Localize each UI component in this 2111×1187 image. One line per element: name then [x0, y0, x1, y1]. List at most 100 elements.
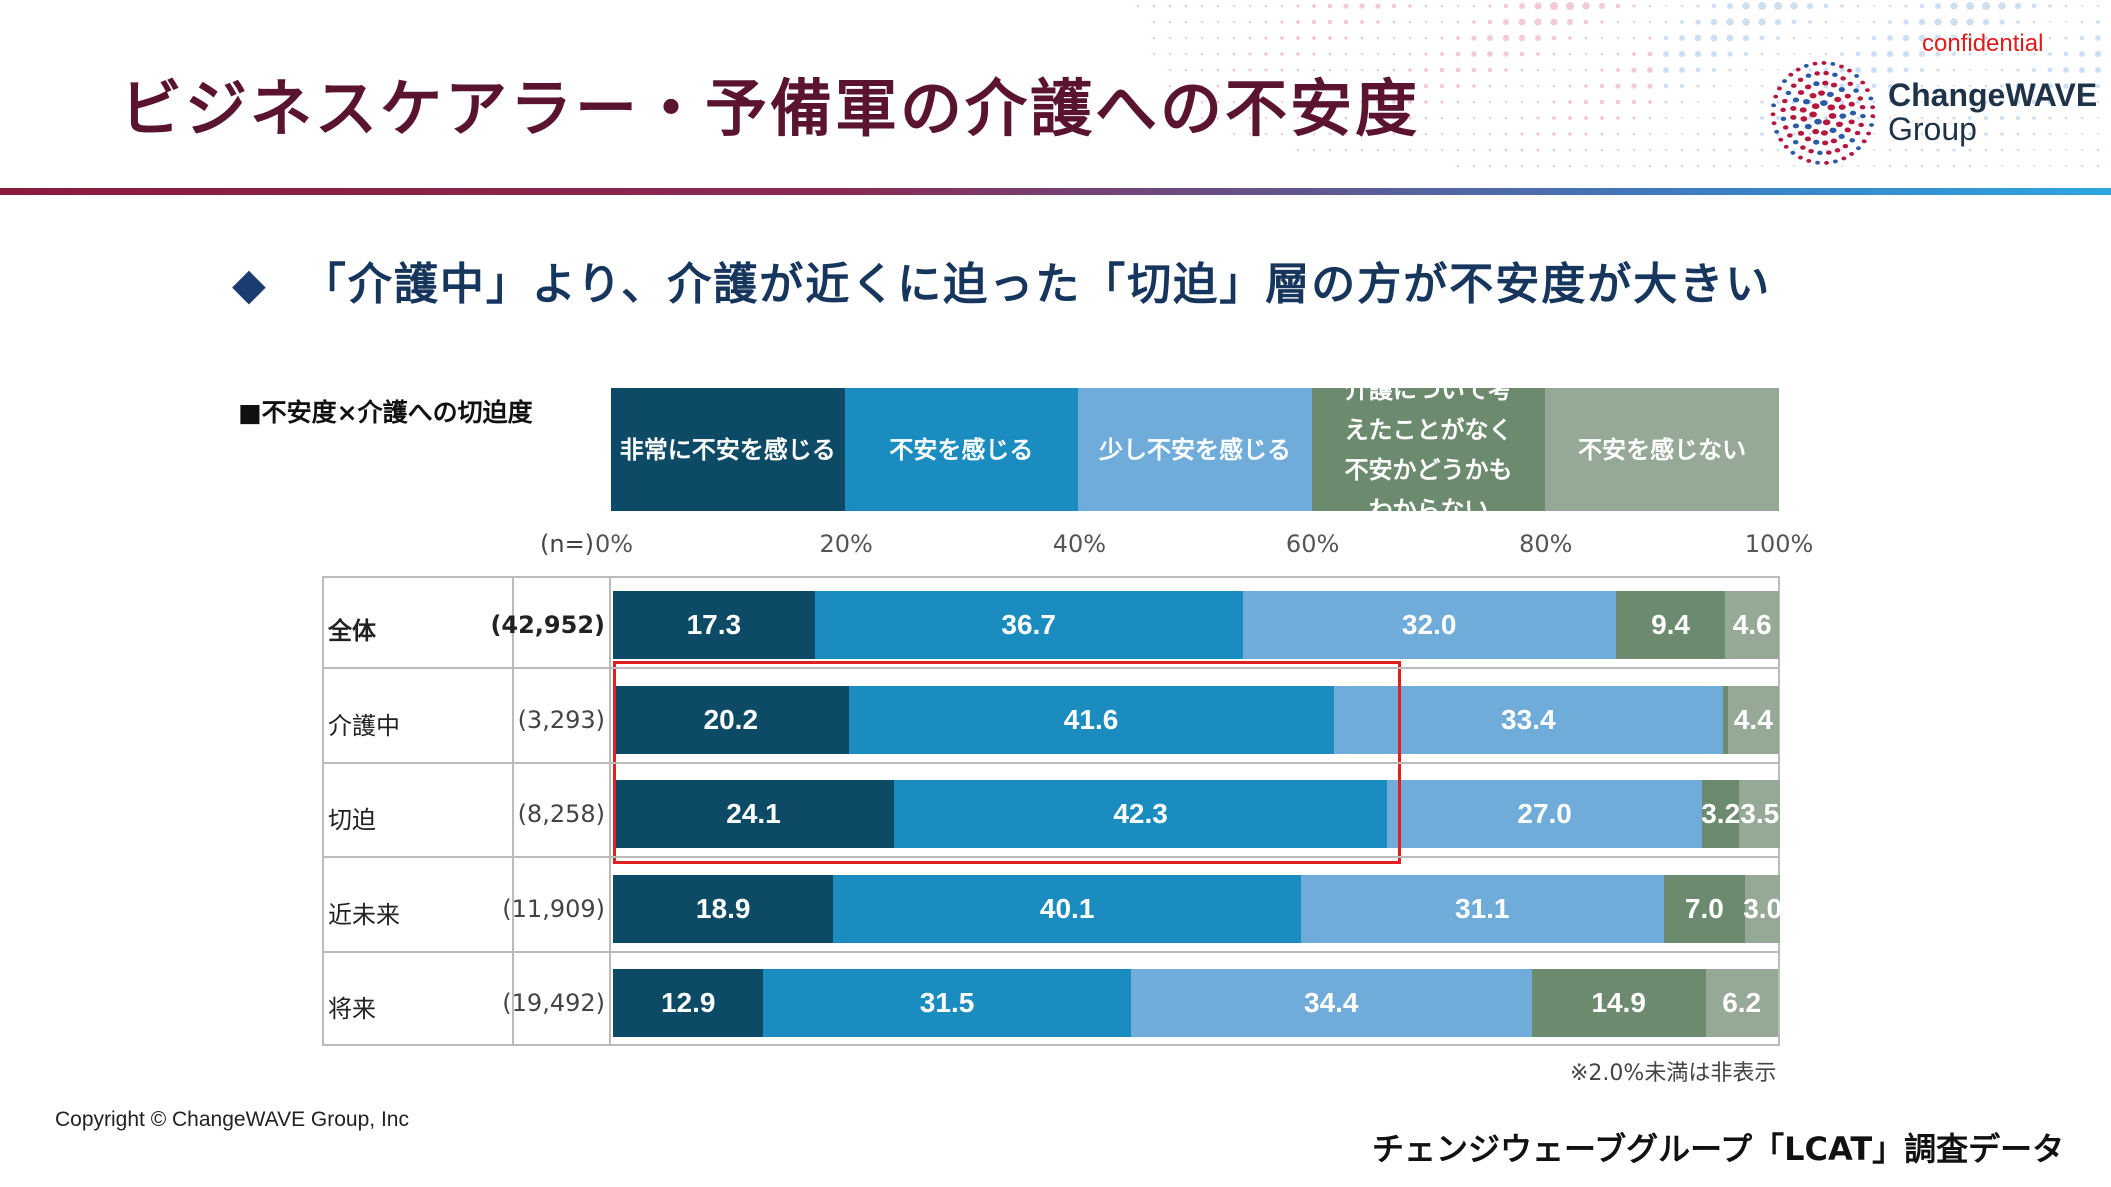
decor-dot [1312, 116, 1316, 120]
decor-dot [1600, 20, 1604, 24]
decor-dot [1264, 84, 1268, 88]
decor-dot [1184, 20, 1188, 24]
decor-dot [1248, 100, 1252, 104]
decor-dot [1152, 36, 1156, 40]
decor-dot [1152, 20, 1156, 24]
logo-dot [1819, 100, 1828, 106]
bar-segment: 7.0 [1663, 875, 1746, 943]
decor-dot [1232, 132, 1236, 136]
decor-dot [1696, 84, 1700, 88]
decor-dot [1840, 148, 1844, 152]
header-divider [0, 188, 2111, 195]
decor-dot [1584, 36, 1588, 40]
decor-dot [2032, 116, 2036, 120]
decor-dot [1920, 84, 1924, 88]
decor-dot [1360, 148, 1364, 152]
decor-dot [1264, 132, 1268, 136]
decor-dot [2031, 83, 2037, 89]
decor-dot [1534, 2, 1542, 10]
decor-dot [1232, 4, 1236, 8]
logo-dot [1832, 159, 1838, 164]
decor-dot [1216, 20, 1220, 24]
logo-dot [1868, 96, 1874, 101]
logo-dot [1847, 81, 1854, 86]
bar-segment [1723, 686, 1728, 754]
decor-dot [1824, 116, 1828, 120]
decor-dot [1408, 20, 1412, 24]
decor-dot [2080, 100, 2084, 104]
decor-dot [1311, 35, 1317, 41]
decor-dot [1631, 83, 1637, 89]
decor-dot [1758, 18, 1766, 26]
decor-dot [2016, 20, 2020, 24]
decor-dot [1936, 84, 1940, 88]
decor-dot [1664, 116, 1668, 120]
decor-dot [1872, 148, 1876, 152]
decor-dot [1200, 84, 1204, 88]
decor-dot [1536, 116, 1540, 120]
decor-dot [1886, 50, 1894, 58]
decor-dot [1152, 52, 1156, 56]
row-label: 将来 [328, 995, 376, 1023]
decor-dot [1728, 164, 1732, 168]
logo-dot [1844, 93, 1851, 99]
logo-dot [1849, 138, 1856, 143]
decor-dot [1616, 20, 1620, 24]
decor-dot [1773, 1, 1783, 11]
decor-dot [1216, 36, 1220, 40]
decor-dot [1648, 100, 1652, 104]
decor-dot [1488, 84, 1492, 88]
decor-dot [1423, 83, 1429, 89]
decor-dot [1904, 148, 1908, 152]
decor-dot [2079, 83, 2085, 89]
decor-dot [1264, 68, 1268, 72]
decor-dot [2032, 164, 2036, 168]
decor-dot [1936, 100, 1940, 104]
decor-dot [1472, 84, 1476, 88]
decor-dot [2016, 164, 2020, 168]
logo-dot [1860, 113, 1866, 119]
decor-dot [1280, 116, 1284, 120]
decor-dot [1376, 20, 1380, 24]
bar-value-label: 6.2 [1722, 987, 1762, 1018]
decor-dot [1502, 18, 1510, 26]
data-source: チェンジウェーブグループ「LCAT」調査データ [1372, 1130, 2065, 1168]
decor-dot [1376, 68, 1380, 72]
decor-dot [1200, 100, 1204, 104]
decor-dot [1536, 148, 1540, 152]
decor-dot [1216, 116, 1220, 120]
decor-dot [2032, 132, 2036, 136]
decor-dot [1840, 4, 1844, 8]
decor-dot [1408, 116, 1412, 120]
logo-dot [1823, 70, 1829, 76]
decor-dot [1568, 84, 1572, 88]
header-dot-pattern [1136, 1, 2102, 168]
logo-dot [1854, 130, 1861, 136]
decor-dot [1774, 18, 1782, 26]
decor-dot [1983, 35, 1989, 41]
decor-dot [1984, 68, 1988, 72]
decor-dot [1567, 115, 1573, 121]
bar-value-label: 3.2 [1701, 798, 1741, 829]
decor-dot [1887, 67, 1893, 73]
decor-dot [1792, 148, 1796, 152]
decor-dot [1344, 84, 1348, 88]
decor-dot [1632, 116, 1636, 120]
decor-dot [2032, 52, 2036, 56]
decor-dot [1552, 148, 1556, 152]
decor-dot [1728, 132, 1732, 136]
logo-dot [1839, 64, 1844, 69]
decor-dot [1568, 68, 1572, 72]
decor-dot [1616, 52, 1620, 56]
decor-dot [1616, 36, 1620, 40]
decor-dot [1296, 84, 1300, 88]
row-n-count: (42,952) [490, 611, 605, 639]
decor-dot [1694, 34, 1702, 42]
decor-dot [1488, 116, 1492, 120]
logo-dot [1828, 113, 1837, 119]
bar-value-label: 18.9 [695, 893, 751, 924]
decor-dot [1920, 132, 1924, 136]
decor-dot [1744, 148, 1748, 152]
decor-dot [1726, 18, 1734, 26]
decor-dot [1936, 148, 1940, 152]
